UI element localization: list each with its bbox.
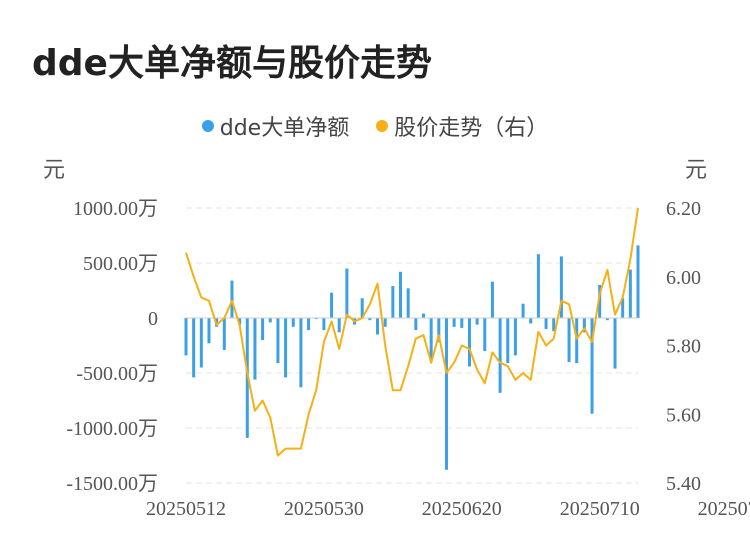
dde-bar <box>613 318 617 369</box>
legend-marker-dde <box>201 120 214 132</box>
left-tick-label: 500.00万 <box>83 253 158 275</box>
dde-bar <box>230 280 234 318</box>
dde-bar <box>444 318 448 470</box>
dde-bar <box>192 318 196 378</box>
left-tick-label: -500.00万 <box>76 363 158 385</box>
dde-bar <box>429 318 433 361</box>
dde-bar <box>276 318 280 364</box>
right-tick-label: 5.80 <box>666 336 701 358</box>
legend-label-price: 股价走势（右） <box>394 116 549 141</box>
dde-bar <box>399 271 403 318</box>
dde-bar <box>605 318 609 321</box>
dde-bar <box>330 292 334 318</box>
right-tick-label: 5.60 <box>666 404 701 426</box>
dde-bar <box>559 256 563 318</box>
dde-bar <box>376 318 380 335</box>
left-tick-label: -1500.00万 <box>66 473 158 495</box>
left-tick-label: 1000.00万 <box>73 198 158 220</box>
dde-bar <box>383 318 387 327</box>
dde-bar <box>268 318 272 323</box>
dde-bar <box>261 318 265 340</box>
dde-bar <box>322 318 326 331</box>
dde-bar <box>360 298 364 318</box>
dde-bar <box>307 318 311 331</box>
legend-item-dde[interactable]: dde大单净额 <box>201 110 350 142</box>
x-tick-label: 20250710 <box>560 498 640 520</box>
dde-bar <box>467 318 471 367</box>
dde-bar <box>544 318 548 329</box>
dde-bar <box>314 318 318 320</box>
legend-item-price[interactable]: 股价走势（右） <box>376 110 548 142</box>
legend-label-dde: dde大单净额 <box>219 116 350 141</box>
dde-bar <box>490 281 494 318</box>
right-tick-label: 6.20 <box>666 198 701 220</box>
dde-bar <box>567 318 571 362</box>
dde-bar <box>498 318 502 393</box>
dde-bar <box>483 318 487 351</box>
dde-bar <box>636 245 640 318</box>
dde-bar <box>475 318 479 325</box>
dde-bar <box>238 318 242 325</box>
dde-bar <box>406 288 410 318</box>
x-tick-label: 20250730 <box>698 498 750 520</box>
dde-bar <box>337 318 341 333</box>
dde-bar <box>299 318 303 388</box>
dde-bar <box>421 313 425 318</box>
dde-bar <box>575 318 579 364</box>
dde-bar <box>529 318 533 324</box>
dde-bar <box>452 318 456 327</box>
dde-bar <box>513 318 517 356</box>
x-tick-label: 20250620 <box>422 498 502 520</box>
dde-bar <box>414 318 418 331</box>
left-axis-unit: 元 <box>43 157 65 182</box>
left-tick-label: 0 <box>148 308 158 330</box>
dde-bar <box>291 318 295 327</box>
dde-bar <box>345 268 349 318</box>
dde-bar <box>582 318 586 333</box>
dde-bar <box>222 318 226 350</box>
dde-bar <box>437 318 441 343</box>
dde-bar <box>391 286 395 318</box>
dde-bar <box>621 298 625 318</box>
dde-bar <box>506 318 510 364</box>
dde-bar <box>184 318 188 356</box>
dde-bar <box>552 318 556 332</box>
dde-bar <box>207 318 211 344</box>
right-tick-label: 5.40 <box>666 473 701 495</box>
dde-bar <box>199 318 203 368</box>
dde-bar <box>460 318 464 328</box>
left-tick-label: -1000.00万 <box>66 418 158 440</box>
dde-bar <box>284 318 288 378</box>
price-line <box>185 207 639 457</box>
dde-bar <box>628 269 632 318</box>
dde-bar <box>368 318 372 321</box>
dde-bar <box>253 318 257 380</box>
legend-marker-price <box>376 120 389 132</box>
dde-bar <box>536 254 540 318</box>
dde-bar <box>521 303 525 318</box>
legend: dde大单净额 股价走势（右） <box>0 110 750 142</box>
right-tick-label: 6.00 <box>666 267 701 289</box>
right-axis-unit: 元 <box>685 157 707 182</box>
x-tick-label: 20250530 <box>284 498 364 520</box>
chart-title: dde大单净额与股价走势 <box>32 43 432 84</box>
dde-bar <box>598 285 602 318</box>
x-tick-label: 20250512 <box>146 498 226 520</box>
dde-bar <box>590 318 594 414</box>
